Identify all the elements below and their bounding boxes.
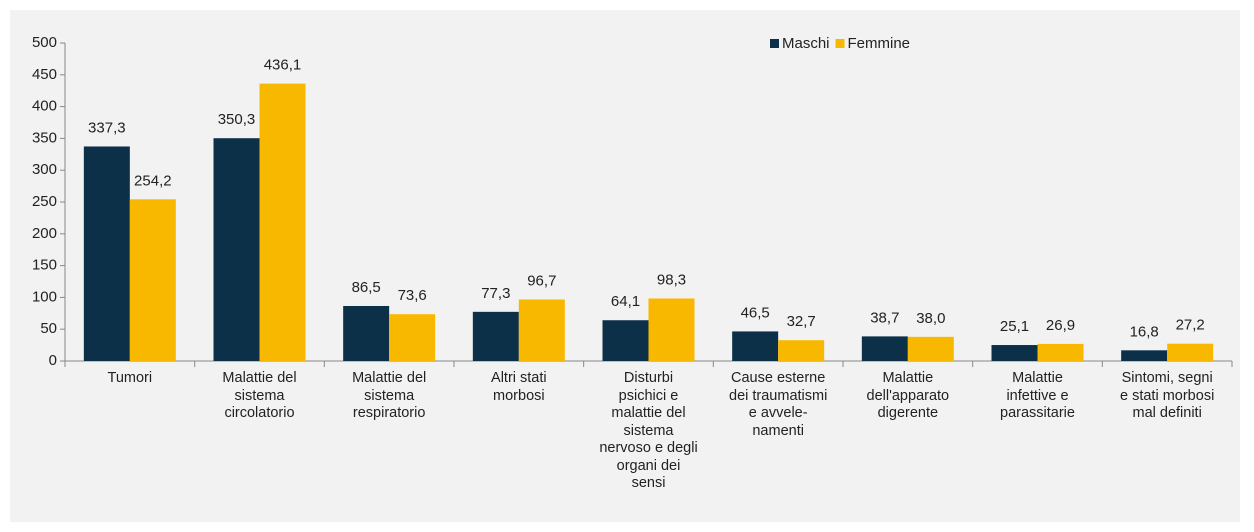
bar: [778, 340, 825, 361]
y-tick-label: 200: [32, 225, 57, 242]
y-tick-label: 250: [32, 193, 57, 210]
bar: [259, 83, 306, 361]
value-label: 350,3: [218, 111, 256, 128]
y-tick-label: 150: [32, 257, 57, 274]
y-tick-label: 0: [49, 352, 57, 369]
bar: [732, 331, 779, 361]
y-tick-label: 350: [32, 129, 57, 146]
bar: [1037, 343, 1084, 361]
x-tick-label: Malattie infettive e parassitarie: [1000, 370, 1075, 421]
bar: [129, 199, 176, 361]
value-label: 46,5: [741, 304, 770, 321]
bar: [1121, 350, 1168, 361]
bar: [1167, 343, 1214, 361]
y-tick-label: 100: [32, 288, 57, 305]
bar: [472, 311, 519, 361]
bar: [343, 305, 390, 361]
bar: [83, 146, 130, 361]
y-tick-label: 400: [32, 98, 57, 115]
legend-swatch: [835, 39, 845, 48]
x-tick-label: Malattie del sistema circolatorio: [222, 370, 297, 421]
bar: [389, 314, 436, 361]
value-label: 16,8: [1130, 323, 1159, 340]
value-label: 98,3: [657, 271, 686, 288]
y-tick-label: 300: [32, 161, 57, 178]
value-label: 27,2: [1176, 317, 1205, 334]
y-tick-label: 450: [32, 66, 57, 83]
value-label: 26,9: [1046, 317, 1075, 334]
x-tick-label: Malattie del sistema respiratorio: [352, 370, 427, 421]
x-tick-label: Disturbi psichici e malattie del sistema…: [599, 370, 698, 491]
legend-swatch: [770, 39, 779, 48]
x-tick-label: Tumori: [107, 370, 153, 386]
bar: [213, 138, 260, 361]
value-label: 337,3: [88, 119, 126, 136]
y-tick-label: 50: [40, 320, 57, 337]
legend-label: Maschi: [782, 35, 830, 52]
bar: [602, 320, 649, 361]
value-label: 254,2: [134, 172, 172, 189]
bar: [518, 299, 565, 361]
x-tick-label: Cause esterne dei traumatismi e avvele- …: [729, 370, 828, 439]
x-tick-label: Malattie dell'apparato digerente: [866, 370, 950, 421]
x-tick-label: Sintomi, segni e stati morbosi mal defin…: [1120, 370, 1215, 421]
value-label: 77,3: [481, 285, 510, 302]
value-label: 86,5: [352, 279, 381, 296]
legend-label: Femmine: [848, 35, 911, 52]
value-label: 38,0: [916, 310, 945, 327]
value-label: 25,1: [1000, 318, 1029, 335]
value-label: 38,7: [870, 309, 899, 326]
value-label: 64,1: [611, 293, 640, 310]
bar: [991, 345, 1038, 361]
bar: [648, 298, 695, 361]
value-label: 73,6: [398, 287, 427, 304]
y-tick-label: 500: [32, 34, 57, 51]
x-tick-label: Altri stati morbosi: [491, 370, 547, 404]
value-label: 32,7: [787, 313, 816, 330]
bar: [907, 336, 954, 361]
bar: [861, 336, 908, 361]
value-label: 96,7: [527, 272, 556, 289]
value-label: 436,1: [264, 57, 302, 74]
